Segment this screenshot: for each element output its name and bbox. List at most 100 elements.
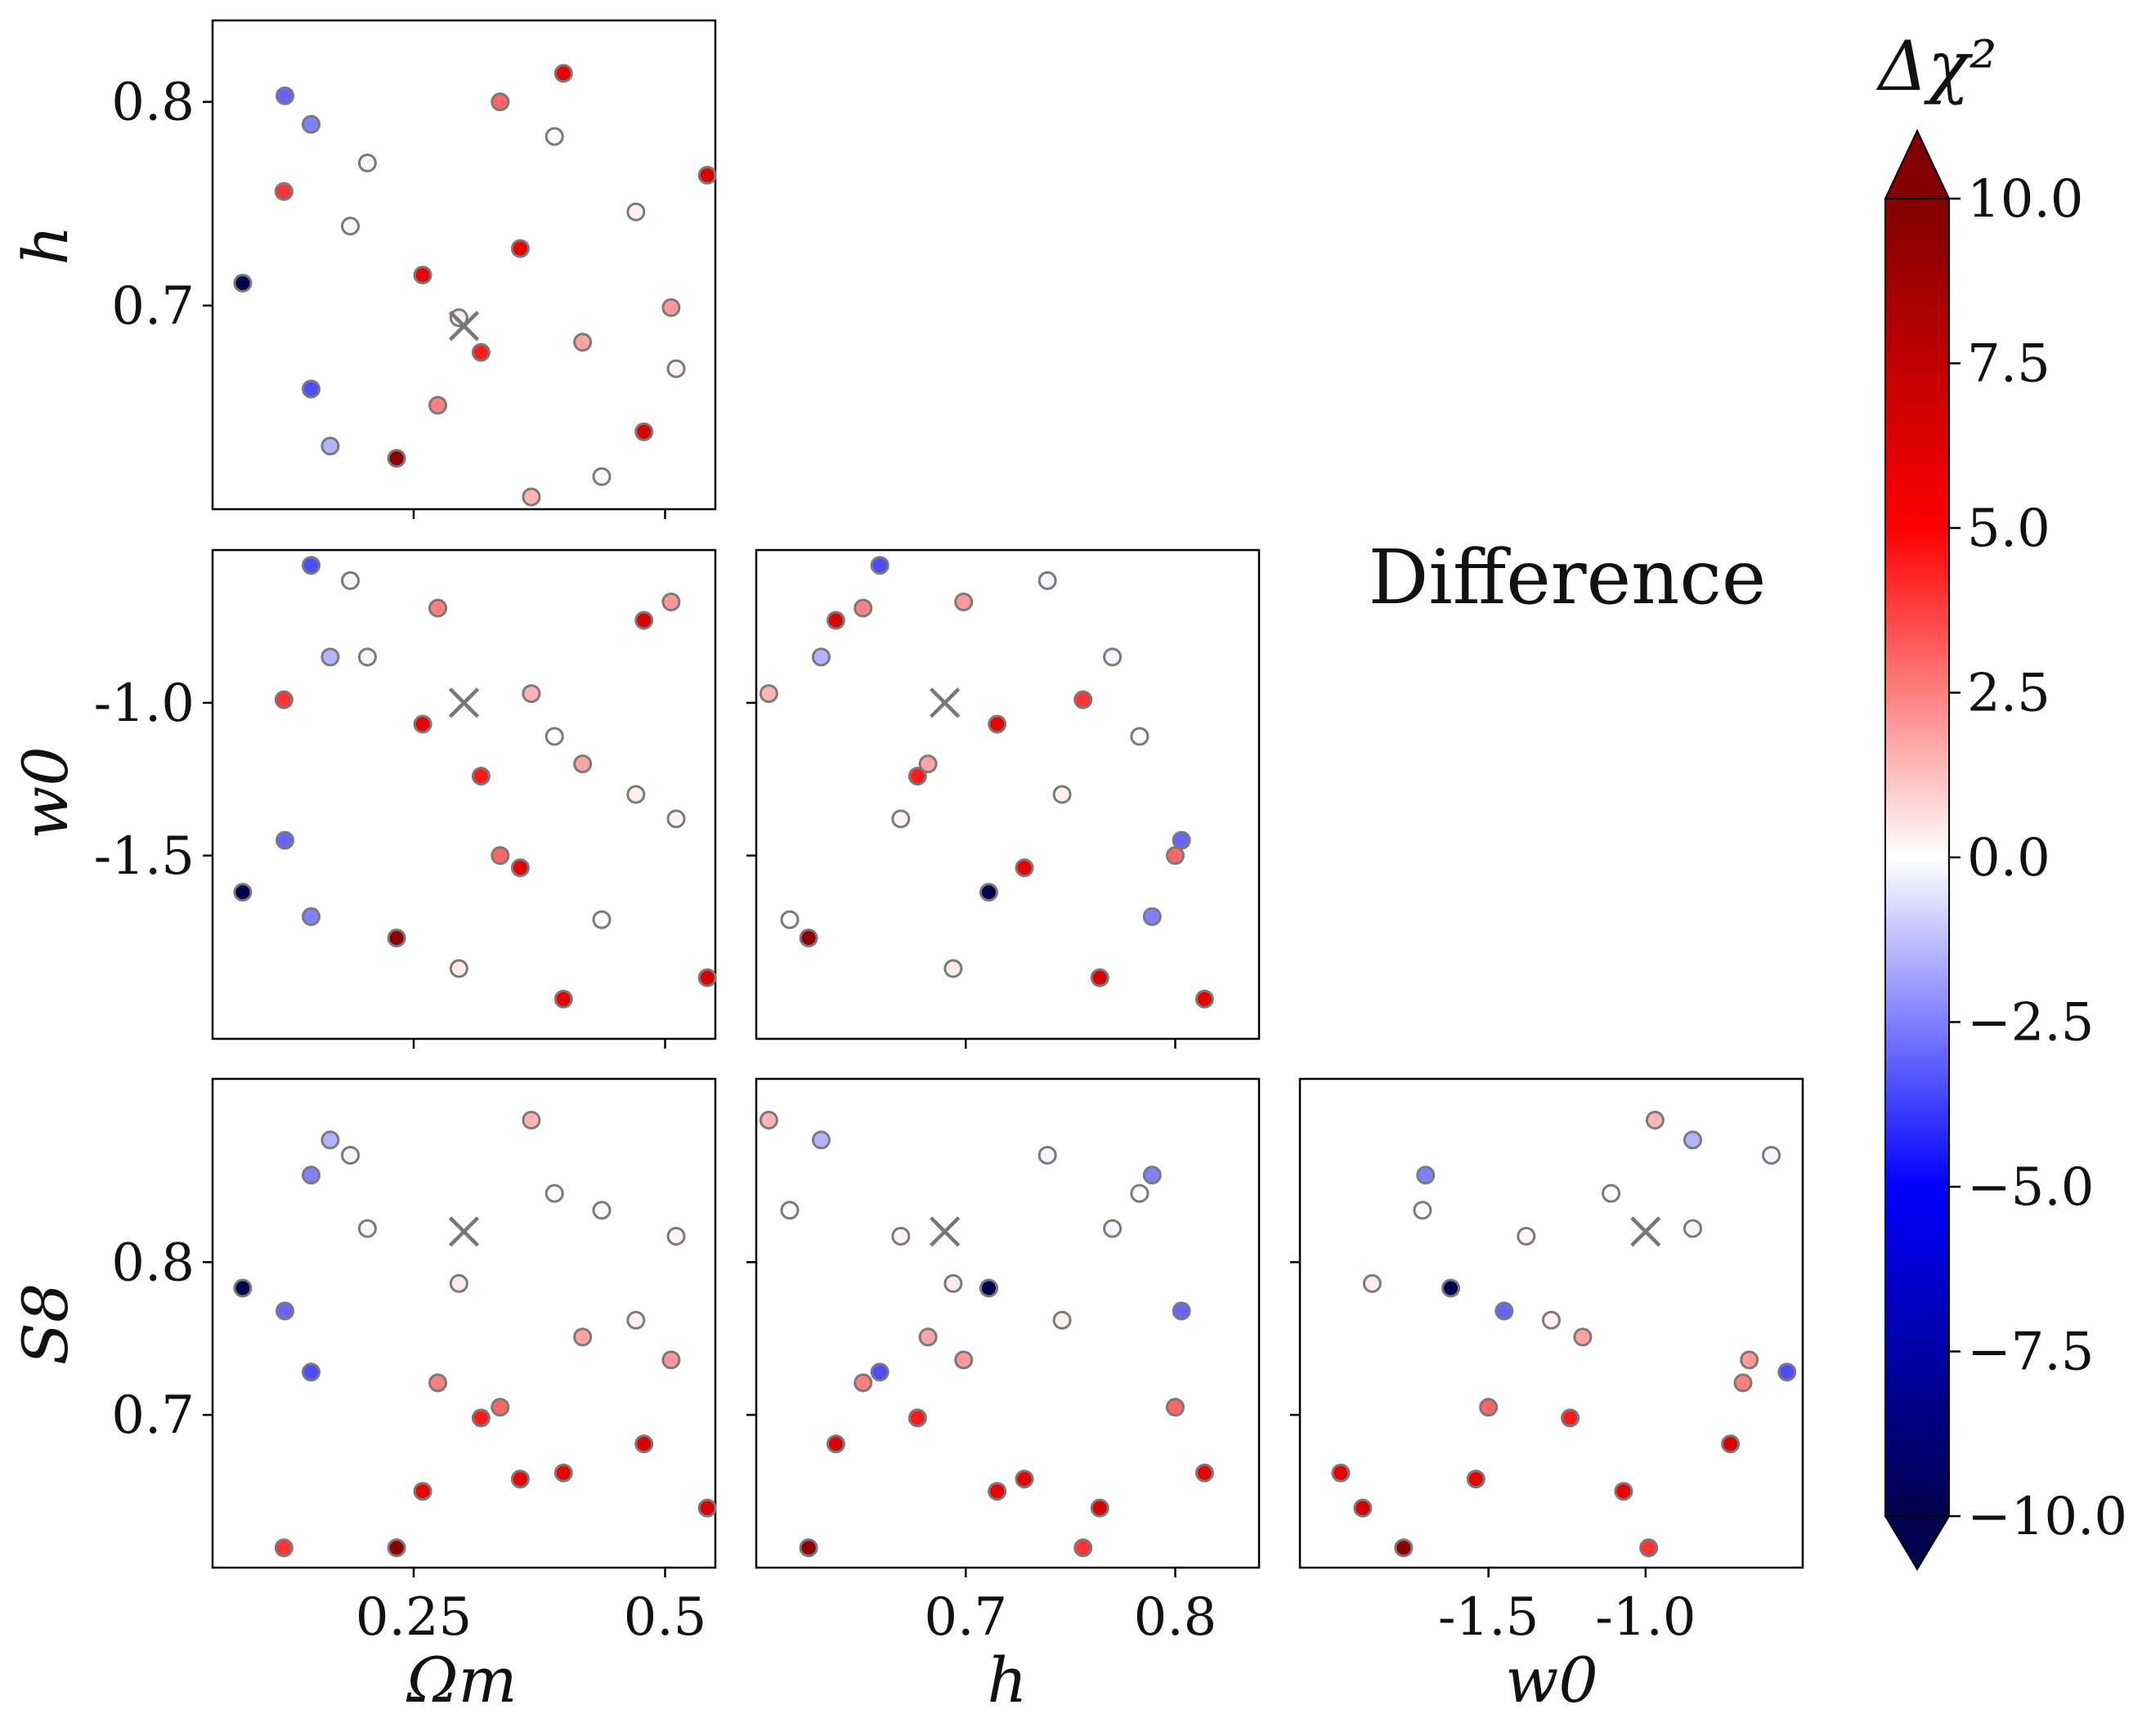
scatter-point <box>1052 785 1072 804</box>
scatter-point <box>302 1362 321 1382</box>
scatter-point <box>357 1219 377 1238</box>
panel-S8-vs-w0: -1.5 -1.0 <box>1290 1077 1804 1648</box>
scatter-point <box>1413 1201 1432 1220</box>
scatter-point <box>826 611 845 630</box>
panels-layer: 0.70.8-1.5-1.00.25 0.50.70.80.7 0.8 -1.5 -1.… <box>94 19 1804 1648</box>
scatter-point <box>1645 1110 1665 1130</box>
scatter-point <box>491 92 510 112</box>
scatter-point <box>428 598 448 618</box>
scatter-point <box>302 379 321 399</box>
scatter-point <box>573 1327 593 1347</box>
scatter-point <box>449 959 468 978</box>
x-tick-label: 0.8 <box>1134 1587 1217 1648</box>
colorbar-tick-label: 0.0 <box>1967 828 2050 888</box>
scatter-point <box>491 846 510 866</box>
scatter-point <box>1142 907 1162 926</box>
scatter-point <box>276 86 295 105</box>
scatter-point <box>471 767 491 786</box>
scatter-point <box>1602 1183 1621 1203</box>
scatter-point <box>1733 1373 1753 1393</box>
y-axis-label-s8: S8 <box>9 1283 82 1365</box>
colorbar-ticks: 10.0 7.5 5.0 2.5 0.0 −2.5 −5.0 −7.5 −10.0 <box>1949 169 2127 1547</box>
scatter-point <box>697 1498 717 1518</box>
scatter-point <box>522 487 541 507</box>
scatter-point <box>341 570 361 590</box>
scatter-point <box>573 754 593 774</box>
scatter-point <box>918 754 938 774</box>
fiducial-marker <box>1630 1216 1661 1247</box>
scatter-point <box>510 239 530 258</box>
colorbar-extend-top <box>1884 128 1951 199</box>
scatter-point <box>891 1226 911 1246</box>
fiducial-marker <box>448 687 480 718</box>
scatter-point <box>522 684 541 704</box>
y-tick-label: 0.8 <box>111 1233 195 1293</box>
scatter-point <box>1561 1408 1580 1428</box>
colorbar-tick-label: −5.0 <box>1967 1157 2094 1218</box>
scatter-point <box>1416 1166 1436 1185</box>
scatter-point <box>592 910 612 929</box>
scatter-point <box>626 785 646 804</box>
scatter-point <box>573 333 593 352</box>
scatter-point <box>1683 1130 1702 1150</box>
scatter-point <box>449 1273 468 1293</box>
scatter-point <box>870 556 890 575</box>
scatter-point <box>302 556 321 575</box>
scatter-point <box>302 1166 321 1185</box>
scatter-point <box>592 1201 612 1220</box>
panel-w0-vs-h <box>746 548 1261 1049</box>
scatter-point <box>1103 1219 1123 1238</box>
scatter-point <box>471 342 491 362</box>
scatter-point <box>954 1350 974 1370</box>
y-tick-label: 0.8 <box>111 73 195 133</box>
scatter-point <box>799 928 818 948</box>
scatter-point <box>1542 1310 1561 1330</box>
scatter-point <box>274 181 294 201</box>
y-axis-label-w0: w0 <box>9 746 82 839</box>
scatter-point <box>1441 1278 1460 1298</box>
scatter-point <box>1073 1538 1093 1558</box>
x-tick-label: -1.5 <box>1438 1587 1539 1648</box>
scatter-point <box>634 611 654 630</box>
scatter-point <box>592 467 612 486</box>
scatter-point <box>387 1538 406 1558</box>
colorbar-tick-label: −10.0 <box>1967 1487 2127 1547</box>
scatter-point <box>979 883 998 902</box>
scatter-point <box>697 968 717 987</box>
panel-S8-vs-h: 0.7 0.8 <box>746 1077 1261 1648</box>
scatter-point <box>780 1201 800 1220</box>
scatter-point <box>544 1183 564 1203</box>
x-tick-label: 0.7 <box>924 1587 1007 1648</box>
fiducial-marker <box>930 1216 961 1247</box>
colorbar: Δχ² 10.0 7.5 5.0 2.5 0.0 −2.5 −5.0 −7.5 −10.0 <box>1875 26 2127 1571</box>
scatter-point <box>988 1482 1007 1501</box>
x-axis-label-w0: w0 <box>1505 1644 1598 1716</box>
scatter-point <box>276 1301 295 1321</box>
scatter-point <box>759 684 778 704</box>
scatter-point <box>1090 1498 1109 1518</box>
scatter-point <box>661 593 681 612</box>
scatter-point <box>988 714 1007 734</box>
scatter-point <box>544 727 564 746</box>
scatter-point <box>1166 1398 1185 1417</box>
scatter-point <box>697 165 717 185</box>
scatter-point <box>907 1408 927 1428</box>
scatter-point <box>357 153 377 172</box>
scatter-point <box>522 1110 541 1130</box>
scatter-point <box>320 1130 340 1150</box>
scatter-point <box>666 809 686 829</box>
scatter-point <box>1466 1470 1486 1489</box>
scatter-point <box>1166 846 1185 866</box>
scatter-point <box>943 959 963 978</box>
scatter-point <box>626 202 646 221</box>
x-tick-label: 0.5 <box>624 1587 707 1648</box>
scatter-point <box>553 1463 573 1483</box>
panel-S8-vs-Omega_m: 0.25 0.5 0.7 0.8 <box>111 1077 717 1648</box>
scatter-point <box>320 436 340 456</box>
scatter-point <box>1130 1183 1149 1203</box>
scatter-point <box>666 1226 686 1246</box>
scatter-point <box>302 114 321 134</box>
scatter-point <box>233 883 253 902</box>
scatter-point <box>1517 1226 1536 1246</box>
scatter-point <box>780 910 800 929</box>
